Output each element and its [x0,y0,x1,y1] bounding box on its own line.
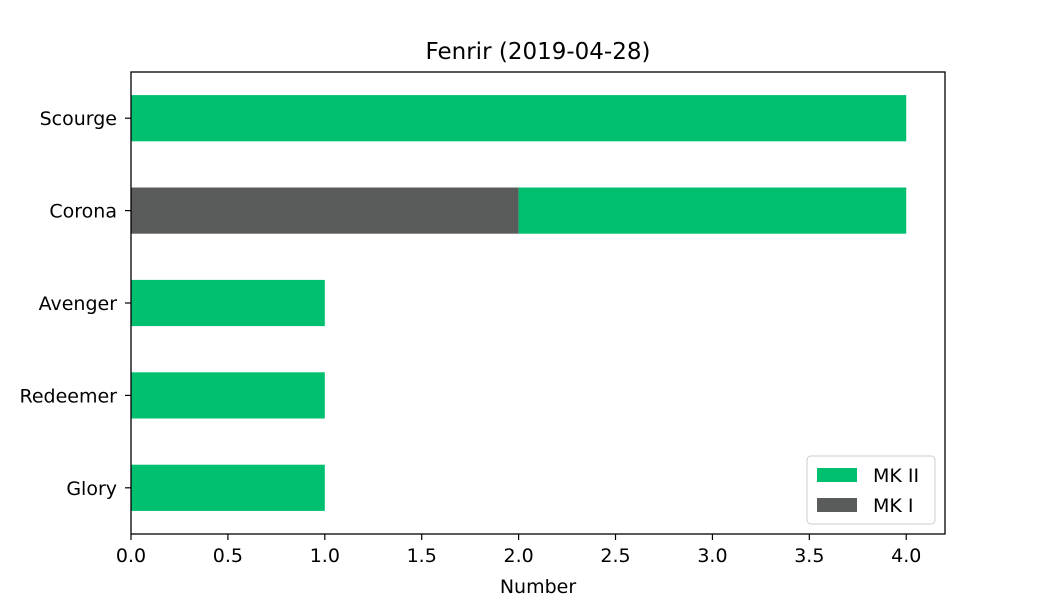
bar-redeemer-mk-ii [131,372,325,419]
bar-corona-mk-i [131,187,519,234]
x-tick-label: 0.0 [116,545,146,567]
legend-label-mk-i: MK I [873,495,914,517]
y-tick-label-corona: Corona [49,201,117,223]
bar-scourge-mk-ii [131,95,907,142]
x-tick-label: 1.5 [407,545,437,567]
y-tick-label-redeemer: Redeemer [20,385,118,407]
legend-swatch-mk-i [817,498,857,512]
bars-layer [131,95,907,511]
legend: MK II MK I [806,455,936,525]
x-tick-label: 3.0 [697,545,727,567]
y-tick-label-glory: Glory [66,478,117,500]
x-axis-label: Number [500,576,577,598]
y-axis: Scourge Corona Avenger Redeemer Glory [20,108,131,500]
x-axis: 0.0 0.5 1.0 1.5 2.0 2.5 3.0 3.5 4.0 [116,534,921,567]
x-tick-label: 2.5 [600,545,630,567]
x-tick-label: 0.5 [213,545,243,567]
chart-title: Fenrir (2019-04-28) [426,39,651,65]
y-tick-label-avenger: Avenger [39,293,118,315]
legend-label-mk-ii: MK II [873,465,919,487]
x-tick-label: 3.5 [794,545,824,567]
bar-avenger-mk-ii [131,279,325,327]
x-tick-label: 4.0 [891,545,921,567]
bar-glory-mk-ii [131,464,325,511]
legend-swatch-mk-ii [817,468,857,482]
x-tick-label: 1.0 [310,545,340,567]
x-tick-label: 2.0 [504,545,534,567]
bar-corona-mk-ii [518,187,907,234]
y-tick-label-scourge: Scourge [40,108,117,130]
